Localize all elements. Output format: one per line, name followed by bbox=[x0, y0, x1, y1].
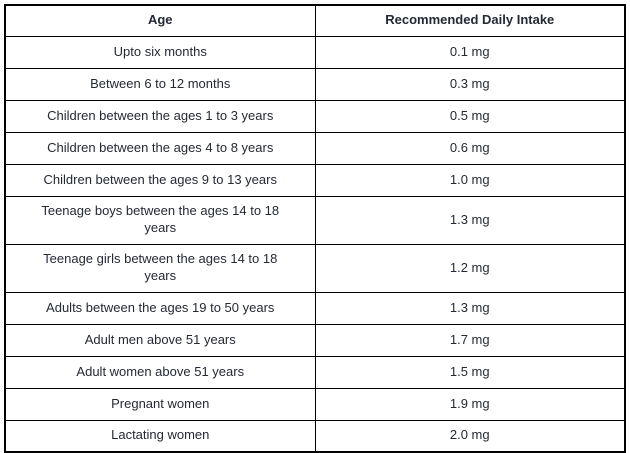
age-cell-text: Between 6 to 12 months bbox=[90, 75, 231, 91]
intake-cell: 1.0 mg bbox=[314, 163, 626, 197]
age-cell: Pregnant women bbox=[4, 387, 316, 421]
intake-cell-text: 2.0 mg bbox=[449, 427, 490, 443]
intake-cell-text: 1.0 mg bbox=[449, 171, 490, 187]
intake-cell: 2.0 mg bbox=[314, 419, 626, 453]
age-cell: Children between the ages 9 to 13 years bbox=[4, 163, 316, 197]
column-header-age: Age bbox=[4, 4, 316, 37]
intake-cell-text: 1.5 mg bbox=[449, 363, 490, 379]
intake-cell-text: 1.9 mg bbox=[449, 395, 490, 411]
table-row: Lactating women 2.0 mg bbox=[4, 419, 626, 453]
age-cell: Lactating women bbox=[4, 419, 316, 453]
age-cell-text: Teenage boys between the ages 14 to 18 y… bbox=[41, 203, 280, 235]
column-header-intake: Recommended Daily Intake bbox=[314, 4, 626, 37]
age-cell: Children between the ages 4 to 8 years bbox=[4, 131, 316, 165]
table-row: Children between the ages 1 to 3 years 0… bbox=[4, 99, 626, 133]
table-row: Children between the ages 4 to 8 years 0… bbox=[4, 131, 626, 165]
intake-cell: 0.5 mg bbox=[314, 99, 626, 133]
intake-cell-text: 1.7 mg bbox=[449, 331, 490, 347]
table-row: Teenage boys between the ages 14 to 18 y… bbox=[4, 195, 626, 245]
age-cell-text: Children between the ages 1 to 3 years bbox=[47, 107, 274, 123]
intake-cell: 1.3 mg bbox=[314, 195, 626, 245]
column-header-intake-label: Recommended Daily Intake bbox=[385, 12, 555, 28]
daily-intake-table: Age Recommended Daily Intake Upto six mo… bbox=[4, 4, 626, 453]
age-cell-text: Adult men above 51 years bbox=[84, 331, 236, 347]
table-row: Adults between the ages 19 to 50 years 1… bbox=[4, 291, 626, 325]
age-cell: Between 6 to 12 months bbox=[4, 67, 316, 101]
table-header-row: Age Recommended Daily Intake bbox=[4, 4, 626, 37]
intake-cell: 0.6 mg bbox=[314, 131, 626, 165]
table-head: Age Recommended Daily Intake bbox=[4, 4, 626, 37]
age-cell-text: Lactating women bbox=[111, 427, 210, 443]
age-cell-text: Teenage girls between the ages 14 to 18 … bbox=[43, 251, 278, 283]
intake-cell-text: 0.3 mg bbox=[449, 75, 490, 91]
table-row: Between 6 to 12 months 0.3 mg bbox=[4, 67, 626, 101]
age-cell: Adult men above 51 years bbox=[4, 323, 316, 357]
intake-cell: 1.7 mg bbox=[314, 323, 626, 357]
age-cell-text: Pregnant women bbox=[111, 395, 210, 411]
table-row: Adult women above 51 years 1.5 mg bbox=[4, 355, 626, 389]
age-cell-text: Adult women above 51 years bbox=[76, 363, 245, 379]
age-cell-text: Upto six months bbox=[113, 43, 207, 59]
age-cell: Adults between the ages 19 to 50 years bbox=[4, 291, 316, 325]
intake-cell: 0.3 mg bbox=[314, 67, 626, 101]
table-row: Children between the ages 9 to 13 years … bbox=[4, 163, 626, 197]
intake-cell: 1.3 mg bbox=[314, 291, 626, 325]
age-cell-text: Adults between the ages 19 to 50 years bbox=[46, 299, 275, 315]
age-cell-text: Children between the ages 4 to 8 years bbox=[47, 139, 274, 155]
age-cell: Children between the ages 1 to 3 years bbox=[4, 99, 316, 133]
table-row: Teenage girls between the ages 14 to 18 … bbox=[4, 243, 626, 293]
intake-cell: 1.2 mg bbox=[314, 243, 626, 293]
table-row: Adult men above 51 years 1.7 mg bbox=[4, 323, 626, 357]
intake-cell-text: 1.3 mg bbox=[449, 299, 490, 315]
intake-cell-text: 0.5 mg bbox=[449, 107, 490, 123]
age-cell: Adult women above 51 years bbox=[4, 355, 316, 389]
intake-cell: 1.9 mg bbox=[314, 387, 626, 421]
intake-cell-text: 0.6 mg bbox=[449, 139, 490, 155]
intake-cell-text: 1.3 mg bbox=[449, 211, 490, 227]
table-body: Upto six months 0.1 mg Between 6 to 12 m… bbox=[4, 35, 626, 453]
age-cell: Teenage boys between the ages 14 to 18 y… bbox=[4, 195, 316, 245]
age-cell: Teenage girls between the ages 14 to 18 … bbox=[4, 243, 316, 293]
intake-cell-text: 0.1 mg bbox=[449, 43, 490, 59]
column-header-age-label: Age bbox=[147, 12, 173, 28]
table-row: Upto six months 0.1 mg bbox=[4, 35, 626, 69]
table-row: Pregnant women 1.9 mg bbox=[4, 387, 626, 421]
age-cell-text: Children between the ages 9 to 13 years bbox=[43, 171, 277, 187]
age-cell: Upto six months bbox=[4, 35, 316, 69]
intake-cell-text: 1.2 mg bbox=[449, 259, 490, 275]
intake-cell: 0.1 mg bbox=[314, 35, 626, 69]
intake-cell: 1.5 mg bbox=[314, 355, 626, 389]
